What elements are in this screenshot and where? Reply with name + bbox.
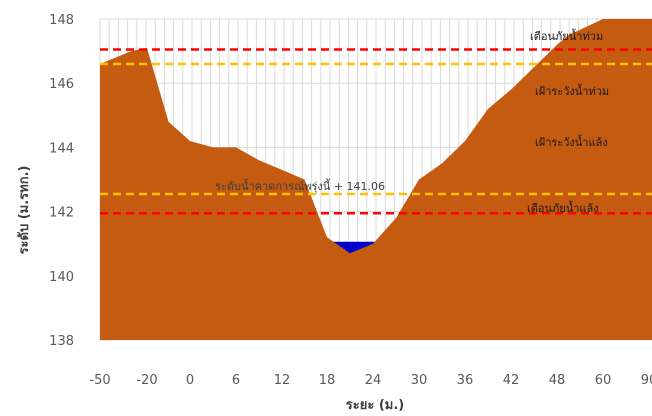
terrain-area — [100, 19, 652, 340]
x-tick-label: 24 — [365, 373, 382, 388]
x-tick-label: 36 — [457, 373, 474, 388]
x-tick-label: 60 — [595, 373, 612, 388]
y-tick-label: 138 — [49, 334, 74, 349]
annotation-label: ระดับน้ำคาดการณ์พรุ่งนี้ + 141.06 — [215, 178, 385, 193]
annotation-label: เฝ้าระวังน้ำท่วม — [535, 83, 609, 98]
y-tick-label: 142 — [49, 206, 74, 221]
annotations: เตือนภัยน้ำท่วมเฝ้าระวังน้ำท่วมเฝ้าระวัง… — [215, 28, 609, 215]
x-tick-label: 42 — [503, 373, 520, 388]
x-axis-title: ระยะ (ม.) — [346, 398, 404, 413]
x-tick-label: 12 — [274, 373, 291, 388]
y-tick-label: 148 — [49, 13, 74, 28]
annotation-label: เฝ้าระวังน้ำแล้ง — [535, 134, 608, 149]
x-tick-label: 6 — [232, 373, 240, 388]
y-tick-label: 140 — [49, 270, 74, 285]
y-tick-label: 144 — [49, 141, 74, 156]
annotation-label: เตือนภัยน้ำแล้ง — [527, 200, 599, 215]
x-tick-labels: -50 -20 0 6 12 18 24 30 36 42 48 60 90 — [89, 373, 652, 388]
x-tick-label: 30 — [411, 373, 428, 388]
y-axis-title: ระดับ (ม.รทก.) — [17, 166, 32, 255]
x-tick-label: 48 — [549, 373, 566, 388]
annotation-label: เตือนภัยน้ำท่วม — [530, 28, 603, 43]
x-tick-label: 0 — [186, 373, 194, 388]
x-tick-label: 90 — [641, 373, 652, 388]
y-tick-labels: 138 140 142 144 146 148 — [49, 13, 74, 349]
x-tick-label: -20 — [136, 373, 157, 388]
y-tick-label: 146 — [49, 77, 74, 92]
x-tick-label: 18 — [319, 373, 336, 388]
x-tick-label: -50 — [89, 373, 110, 388]
reference-lines — [100, 48, 652, 215]
